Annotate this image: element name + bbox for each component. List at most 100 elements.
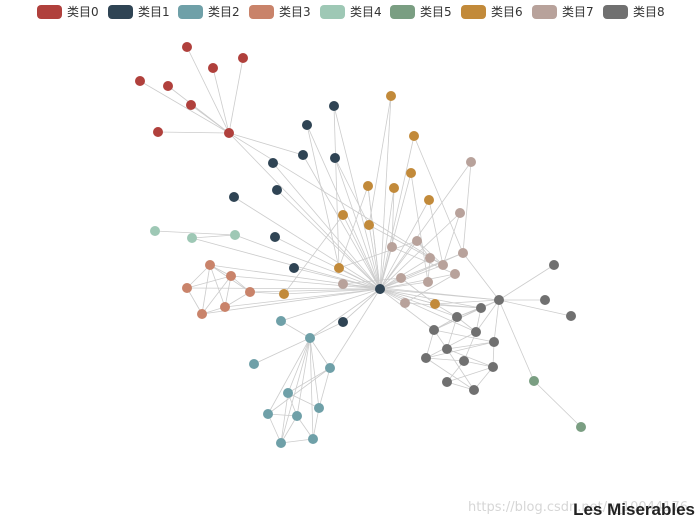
graph-node-category-6[interactable] — [406, 168, 416, 178]
graph-node-category-8[interactable] — [494, 295, 504, 305]
graph-node-category-5[interactable] — [576, 422, 586, 432]
graph-node-category-1[interactable] — [270, 232, 280, 242]
graph-node-category-8[interactable] — [489, 337, 499, 347]
graph-node-category-8[interactable] — [471, 327, 481, 337]
graph-node-category-3[interactable] — [220, 302, 230, 312]
graph-node-category-8[interactable] — [442, 377, 452, 387]
legend-item-1[interactable]: 类目1 — [108, 4, 170, 20]
legend-item-8[interactable]: 类目8 — [603, 4, 665, 20]
graph-node-category-0[interactable] — [238, 53, 248, 63]
legend-swatch — [178, 5, 203, 19]
graph-node-category-7[interactable] — [423, 277, 433, 287]
graph-node-category-7[interactable] — [455, 208, 465, 218]
graph-node-category-5[interactable] — [529, 376, 539, 386]
graph-node-category-2[interactable] — [308, 434, 318, 444]
graph-node-category-8[interactable] — [459, 356, 469, 366]
graph-node-category-2[interactable] — [276, 316, 286, 326]
graph-node-category-7[interactable] — [425, 253, 435, 263]
graph-node-category-6[interactable] — [424, 195, 434, 205]
graph-edge — [309, 337, 320, 409]
graph-node-category-8[interactable] — [429, 325, 439, 335]
graph-node-category-0[interactable] — [163, 81, 173, 91]
legend-item-2[interactable]: 类目2 — [178, 4, 240, 20]
graph-node-category-6[interactable] — [334, 263, 344, 273]
graph-node-category-7[interactable] — [400, 298, 410, 308]
graph-edge — [312, 407, 320, 440]
graph-node-category-3[interactable] — [245, 287, 255, 297]
graph-node-category-2[interactable] — [314, 403, 324, 413]
graph-node-category-2[interactable] — [305, 333, 315, 343]
graph-node-category-0[interactable] — [186, 100, 196, 110]
graph-node-category-1[interactable] — [375, 284, 385, 294]
legend-swatch — [461, 5, 486, 19]
graph-node-category-8[interactable] — [488, 362, 498, 372]
graph-node-category-1[interactable] — [329, 101, 339, 111]
graph-node-category-2[interactable] — [276, 438, 286, 448]
legend-item-7[interactable]: 类目7 — [532, 4, 594, 20]
graph-edge — [338, 240, 418, 269]
graph-node-category-6[interactable] — [430, 299, 440, 309]
graph-node-category-1[interactable] — [330, 153, 340, 163]
graph-node-category-2[interactable] — [292, 411, 302, 421]
graph-node-category-8[interactable] — [421, 353, 431, 363]
graph-node-category-3[interactable] — [182, 283, 192, 293]
graph-node-category-4[interactable] — [187, 233, 197, 243]
graph-node-category-7[interactable] — [387, 242, 397, 252]
graph-node-category-1[interactable] — [298, 150, 308, 160]
graph-node-category-3[interactable] — [197, 309, 207, 319]
graph-node-category-6[interactable] — [409, 131, 419, 141]
graph-node-category-1[interactable] — [338, 317, 348, 327]
graph-node-category-7[interactable] — [438, 260, 448, 270]
legend-item-0[interactable]: 类目0 — [37, 4, 99, 20]
graph-edge — [400, 277, 436, 305]
graph-node-category-8[interactable] — [476, 303, 486, 313]
graph-node-category-6[interactable] — [279, 289, 289, 299]
graph-node-category-8[interactable] — [540, 295, 550, 305]
legend-item-6[interactable]: 类目6 — [461, 4, 523, 20]
graph-node-category-7[interactable] — [338, 279, 348, 289]
graph-node-category-0[interactable] — [224, 128, 234, 138]
graph-edge — [154, 230, 236, 236]
graph-node-category-8[interactable] — [566, 311, 576, 321]
graph-edge — [230, 275, 381, 290]
graph-node-category-1[interactable] — [268, 158, 278, 168]
graph-node-category-4[interactable] — [230, 230, 240, 240]
graph-node-category-7[interactable] — [396, 273, 406, 283]
legend-item-4[interactable]: 类目4 — [320, 4, 382, 20]
graph-node-category-4[interactable] — [150, 226, 160, 236]
graph-edge — [425, 331, 477, 359]
graph-node-category-2[interactable] — [249, 359, 259, 369]
graph-node-category-7[interactable] — [458, 248, 468, 258]
graph-node-category-6[interactable] — [364, 220, 374, 230]
graph-edge — [342, 288, 381, 323]
legend-item-3[interactable]: 类目3 — [249, 4, 311, 20]
graph-node-category-8[interactable] — [452, 312, 462, 322]
graph-node-category-8[interactable] — [469, 385, 479, 395]
graph-node-category-2[interactable] — [325, 363, 335, 373]
graph-node-category-7[interactable] — [450, 269, 460, 279]
graph-node-category-1[interactable] — [272, 185, 282, 195]
graph-node-category-0[interactable] — [153, 127, 163, 137]
graph-node-category-2[interactable] — [263, 409, 273, 419]
legend-item-5[interactable]: 类目5 — [390, 4, 452, 20]
graph-edge — [280, 438, 314, 444]
graph-node-category-8[interactable] — [549, 260, 559, 270]
graph-node-category-8[interactable] — [442, 344, 452, 354]
graph-node-category-1[interactable] — [229, 192, 239, 202]
graph-node-category-0[interactable] — [182, 42, 192, 52]
graph-node-category-3[interactable] — [226, 271, 236, 281]
graph-node-category-6[interactable] — [363, 181, 373, 191]
graph-node-category-1[interactable] — [302, 120, 312, 130]
graph-node-category-6[interactable] — [338, 210, 348, 220]
graph-node-category-1[interactable] — [289, 263, 299, 273]
graph-node-category-0[interactable] — [135, 76, 145, 86]
graph-node-category-6[interactable] — [389, 183, 399, 193]
graph-node-category-3[interactable] — [205, 260, 215, 270]
graph-node-category-2[interactable] — [283, 388, 293, 398]
graph-node-category-0[interactable] — [208, 63, 218, 73]
graph-node-category-7[interactable] — [412, 236, 422, 246]
graph-edge — [334, 157, 381, 290]
graph-node-category-7[interactable] — [466, 157, 476, 167]
graph-node-category-6[interactable] — [386, 91, 396, 101]
